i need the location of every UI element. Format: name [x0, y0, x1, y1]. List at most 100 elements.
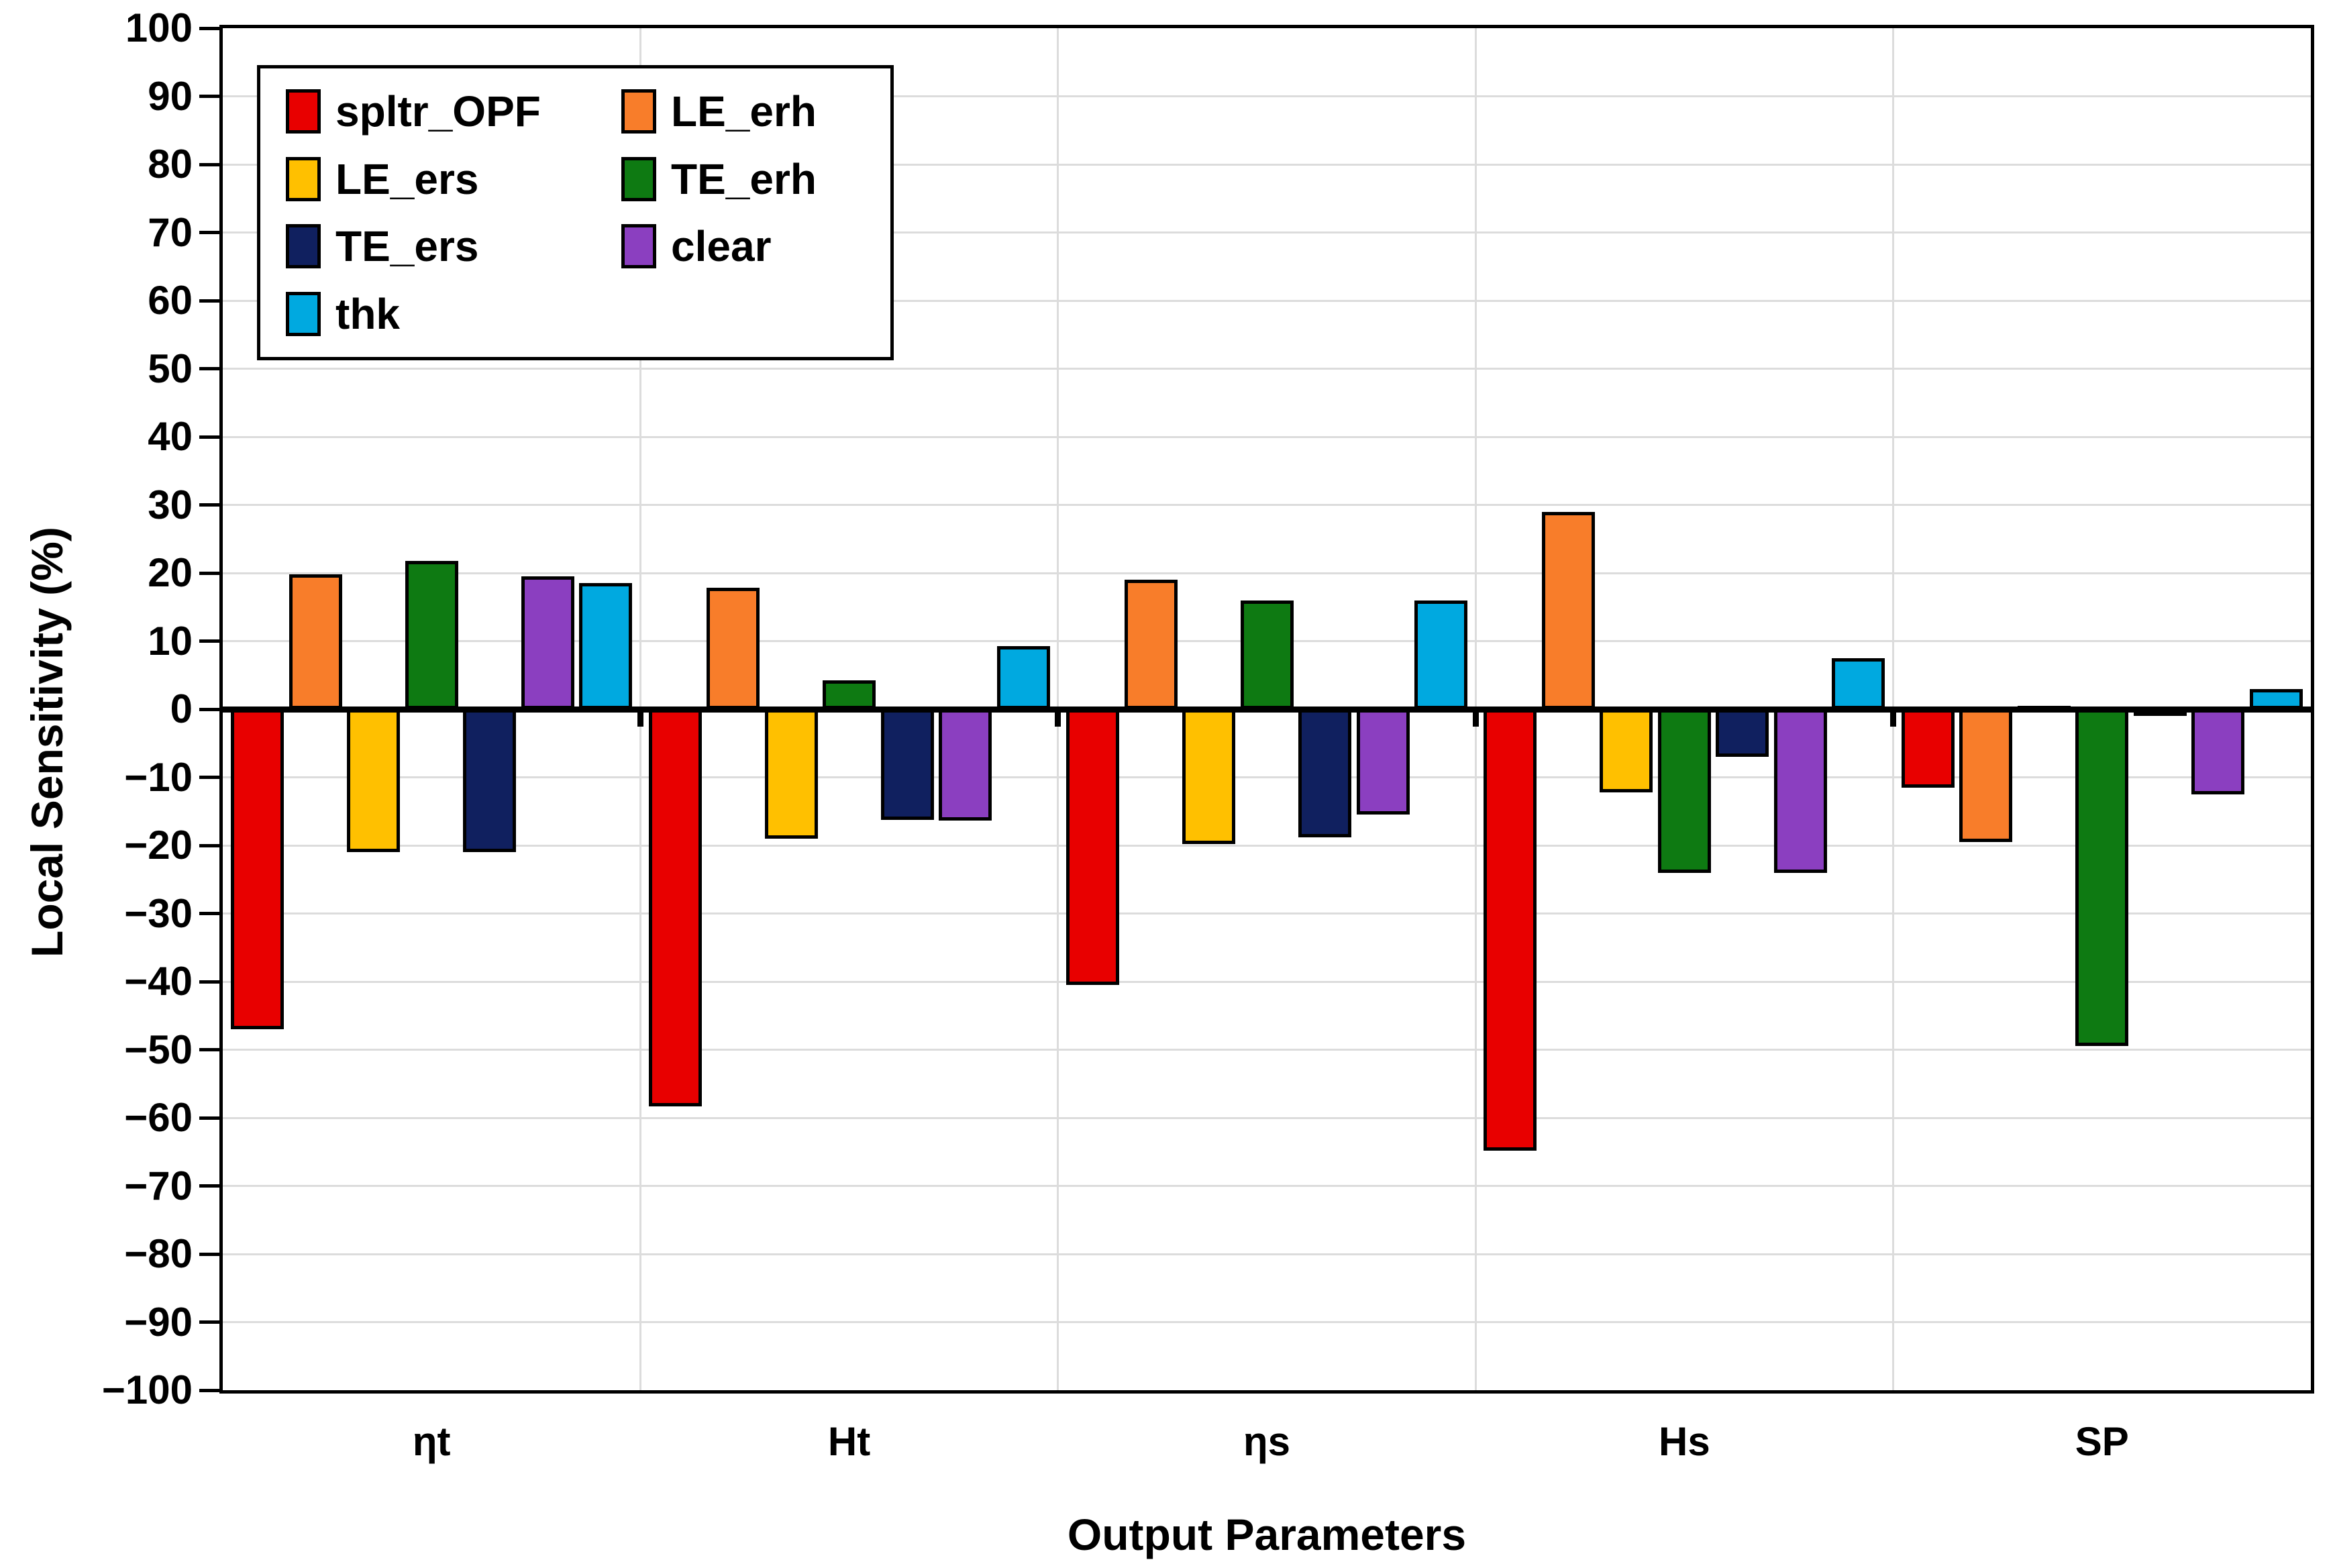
- zero-line-tick: [637, 709, 643, 727]
- legend-label-LE_erh: LE_erh: [671, 87, 817, 136]
- y-tick-label: 30: [148, 482, 193, 527]
- y-tick-label: 0: [170, 686, 193, 731]
- y-tick-label: −30: [124, 890, 193, 936]
- legend-label-clear: clear: [671, 222, 772, 271]
- bar-LE_ers-Hs: [1600, 709, 1653, 792]
- bar-thk-Ht: [996, 645, 1050, 709]
- bar-clear-ηs: [1356, 709, 1410, 815]
- y-tick-label: −90: [124, 1299, 193, 1345]
- bar-clear-Hs: [1773, 709, 1827, 873]
- horizontal-gridline: [223, 844, 2311, 847]
- legend-item-spltr_OPF: spltr_OPF: [286, 81, 621, 142]
- y-axis-tick: [199, 503, 219, 507]
- legend-swatch-clear: [621, 224, 656, 269]
- bar-spltr_OPF-SP: [1901, 709, 1955, 788]
- category-label-Ht: Ht: [827, 1419, 871, 1464]
- horizontal-gridline: [223, 231, 2311, 233]
- y-tick-label: −50: [124, 1027, 193, 1072]
- bar-TE_erh-ηt: [405, 560, 458, 709]
- zero-line-tick: [1472, 709, 1479, 727]
- horizontal-gridline: [223, 912, 2311, 914]
- bar-LE_ers-ηt: [347, 709, 401, 853]
- horizontal-gridline: [223, 572, 2311, 574]
- bar-thk-ηt: [579, 583, 633, 709]
- bar-TE_ers-Ht: [880, 709, 934, 821]
- bar-spltr_OPF-ηt: [231, 709, 284, 1030]
- y-axis-tick: [199, 367, 219, 370]
- horizontal-gridline: [223, 1321, 2311, 1323]
- y-tick-label: −70: [124, 1163, 193, 1208]
- y-tick-label: 80: [148, 142, 193, 187]
- x-axis-title: Output Parameters: [1067, 1510, 1467, 1559]
- horizontal-gridline: [223, 368, 2311, 370]
- y-axis-tick: [199, 776, 219, 779]
- bar-TE_ers-ηt: [463, 709, 517, 853]
- legend-item-LE_erh: LE_erh: [621, 81, 890, 142]
- legend-item-clear: clear: [621, 215, 890, 277]
- bar-TE_erh-Hs: [1657, 709, 1711, 873]
- horizontal-gridline: [223, 504, 2311, 506]
- horizontal-gridline: [223, 776, 2311, 778]
- horizontal-gridline: [223, 95, 2311, 97]
- y-axis-tick: [199, 26, 219, 30]
- horizontal-gridline: [223, 163, 2311, 166]
- bar-LE_erh-Hs: [1541, 511, 1595, 709]
- bar-TE_erh-SP: [2075, 709, 2129, 1047]
- legend-swatch-thk: [286, 291, 321, 336]
- plot-area: [219, 25, 2314, 1394]
- y-axis-tick: [199, 1116, 219, 1120]
- legend-item-thk: thk: [286, 283, 621, 345]
- category-label-Hs: Hs: [1659, 1419, 1710, 1464]
- horizontal-gridline: [223, 1253, 2311, 1255]
- legend-swatch-TE_erh: [621, 156, 656, 201]
- y-tick-label: 40: [148, 414, 193, 459]
- y-axis-tick: [199, 571, 219, 575]
- y-tick-label: −20: [124, 823, 193, 868]
- y-tick-label: 90: [148, 73, 193, 119]
- y-axis-tick: [199, 639, 219, 643]
- y-axis-tick: [199, 707, 219, 711]
- y-tick-label: −40: [124, 959, 193, 1004]
- bar-LE_erh-ηs: [1124, 580, 1178, 709]
- bar-LE_ers-Ht: [764, 709, 818, 839]
- bar-TE_erh-ηs: [1240, 600, 1294, 709]
- bar-spltr_OPF-ηs: [1066, 709, 1119, 986]
- bar-LE_erh-ηt: [289, 574, 342, 709]
- bar-LE_erh-SP: [1959, 709, 2013, 842]
- y-tick-label: 70: [148, 209, 193, 255]
- zero-line-tick: [1890, 709, 1897, 727]
- y-tick-label: −10: [124, 754, 193, 800]
- legend-label-thk: thk: [335, 289, 400, 338]
- bar-LE_ers-ηs: [1182, 709, 1235, 844]
- bar-clear-Ht: [939, 709, 992, 821]
- bar-LE_erh-Ht: [707, 588, 760, 709]
- category-label-SP: SP: [2075, 1419, 2129, 1464]
- bar-spltr_OPF-Hs: [1484, 709, 1537, 1151]
- bar-clear-ηt: [521, 576, 574, 709]
- legend-item-TE_erh: TE_erh: [621, 148, 890, 210]
- bar-spltr_OPF-Ht: [648, 709, 702, 1106]
- horizontal-gridline: [223, 980, 2311, 983]
- y-axis-tick: [199, 162, 219, 166]
- y-axis-tick: [199, 435, 219, 439]
- bar-thk-Hs: [1832, 658, 1885, 709]
- y-axis-tick: [199, 299, 219, 303]
- y-axis-tick: [199, 980, 219, 984]
- bar-TE_erh-Ht: [823, 680, 876, 709]
- horizontal-gridline: [223, 299, 2311, 302]
- y-tick-label: 20: [148, 550, 193, 595]
- y-tick-label: 60: [148, 278, 193, 323]
- y-tick-label: 50: [148, 346, 193, 391]
- legend-swatch-LE_erh: [621, 89, 656, 134]
- legend-item-TE_ers: TE_ers: [286, 215, 621, 277]
- y-axis-tick: [199, 1048, 219, 1051]
- y-tick-label: −60: [124, 1095, 193, 1140]
- y-axis-tick: [199, 95, 219, 98]
- zero-line-tick: [1055, 709, 1061, 727]
- bar-thk-ηs: [1414, 600, 1467, 709]
- category-label-ηs: ηs: [1243, 1419, 1290, 1464]
- legend-label-LE_ers: LE_ers: [335, 154, 479, 203]
- y-axis-tick: [199, 1252, 219, 1256]
- y-axis-tick: [199, 1320, 219, 1324]
